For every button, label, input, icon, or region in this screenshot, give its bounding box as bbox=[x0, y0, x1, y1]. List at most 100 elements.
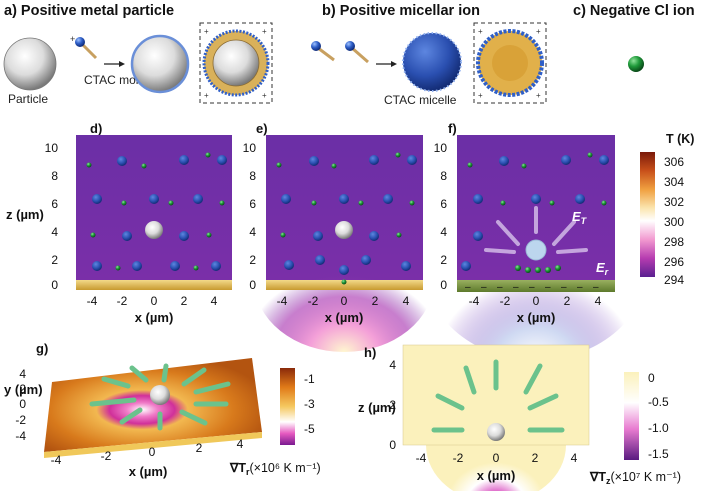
svg-text:–: – bbox=[465, 282, 471, 293]
svg-text:–: – bbox=[481, 282, 487, 293]
z-tick: 2 bbox=[440, 253, 447, 267]
y-tick: 2 bbox=[19, 382, 26, 396]
z-tick: 0 bbox=[440, 278, 447, 292]
coated-particle bbox=[130, 34, 190, 94]
panel-h-x-label: x (µm) bbox=[477, 468, 516, 483]
x-tick: 4 bbox=[595, 294, 602, 308]
y-tick: -2 bbox=[15, 413, 26, 427]
svg-text:–: – bbox=[545, 282, 551, 293]
x-tick: -4 bbox=[277, 294, 288, 308]
panel-g-y-label: y (µm) bbox=[4, 382, 43, 397]
panel-c-title: c) Negative Cl ion bbox=[573, 3, 695, 19]
micelle-detail: + + + + bbox=[473, 22, 547, 104]
svg-text:+: + bbox=[204, 27, 209, 36]
y-tick: -4 bbox=[15, 429, 26, 443]
panel-g-x-label: x (µm) bbox=[129, 464, 168, 479]
z-tick: 6 bbox=[249, 197, 256, 211]
z-tick: 8 bbox=[249, 169, 256, 183]
x-tick: -4 bbox=[51, 453, 62, 467]
bare-particle bbox=[3, 37, 57, 91]
colorbar-temperature: T (K) 306 304 302 300 298 296 294 bbox=[640, 132, 694, 287]
colorbar-t-tick: 300 bbox=[664, 215, 684, 229]
y-tick: 0 bbox=[19, 397, 26, 411]
colorbar-t-tick: 294 bbox=[664, 273, 684, 287]
x-tick: -2 bbox=[500, 294, 511, 308]
panel-h: h) z (µm) 0 2 4 -4 -2 0 2 4 x (µm) bbox=[358, 344, 590, 491]
panel-g-y-ticks: 4 2 0 -2 -4 bbox=[15, 367, 26, 443]
panel-e-label: e) bbox=[256, 121, 268, 136]
panel-d-x-ticks: -4 -2 0 2 4 bbox=[87, 294, 218, 308]
z-tick: 8 bbox=[440, 169, 447, 183]
colorbar-t-tick: 298 bbox=[664, 235, 684, 249]
panel-f: f) – – – – – – – – – bbox=[426, 121, 646, 360]
x-tick: 2 bbox=[181, 294, 188, 308]
svg-text:+: + bbox=[478, 91, 483, 100]
panel-f-z-ticks: 0 2 4 6 8 10 bbox=[434, 141, 448, 292]
x-tick: -2 bbox=[308, 294, 319, 308]
x-tick: -4 bbox=[87, 294, 98, 308]
panel-h-particle bbox=[487, 423, 505, 441]
ctac-molecule-icon-b1 bbox=[311, 41, 335, 62]
colorbar-grad-tr: -1 -3 -5 ∇Tr(×10⁶ K m⁻¹) bbox=[229, 368, 321, 477]
colorbar-h-tick: 0 bbox=[648, 371, 655, 385]
panel-g-surface bbox=[44, 358, 262, 452]
ctac-molecule-icon: + bbox=[70, 34, 98, 60]
panel-h-z-label: z (µm) bbox=[358, 400, 396, 415]
panel-d-label: d) bbox=[90, 121, 102, 136]
colorbar-h-tick: -1.0 bbox=[648, 421, 669, 435]
colorbar-t-tick: 306 bbox=[664, 155, 684, 169]
x-tick: 2 bbox=[372, 294, 379, 308]
svg-text:+: + bbox=[262, 27, 267, 36]
panel-f-substrate-minus: – – – – – – – – – bbox=[465, 282, 599, 293]
panel-e: e) bbox=[243, 121, 434, 352]
panel-d-particle bbox=[145, 221, 163, 239]
panel-h-x-ticks: -4 -2 0 2 4 bbox=[416, 451, 578, 465]
z-tick: 2 bbox=[249, 253, 256, 267]
x-tick: 4 bbox=[403, 294, 410, 308]
panel-f-particle bbox=[525, 239, 547, 261]
panel-e-particle bbox=[335, 221, 353, 239]
x-tick: 0 bbox=[533, 294, 540, 308]
colorbar-g-title: ∇Tr(×10⁶ K m⁻¹) bbox=[229, 461, 321, 477]
colorbar-grad-tz: 0 -0.5 -1.0 -1.5 ∇Tz(×10⁷ K m⁻¹) bbox=[589, 371, 681, 486]
z-tick: 0 bbox=[389, 438, 396, 452]
panel-f-x-label: x (µm) bbox=[517, 310, 556, 325]
ctac-molecule-icon-b2 bbox=[345, 41, 369, 64]
x-tick: -4 bbox=[416, 451, 427, 465]
colorbar-g-tick: -1 bbox=[304, 372, 315, 386]
panel-f-cl-ions bbox=[467, 152, 607, 273]
panel-d-plot-area bbox=[76, 135, 232, 280]
field-et-label: ET bbox=[572, 209, 588, 226]
x-tick: 4 bbox=[571, 451, 578, 465]
colorbar-h-tick: -0.5 bbox=[648, 395, 669, 409]
svg-text:+: + bbox=[536, 91, 541, 100]
z-tick: 2 bbox=[389, 398, 396, 412]
svg-text:–: – bbox=[529, 282, 535, 293]
panel-a-title: a) Positive metal particle bbox=[4, 3, 174, 19]
x-tick: -2 bbox=[117, 294, 128, 308]
panel-d-z-label: z (µm) bbox=[6, 207, 44, 222]
panel-g-label: g) bbox=[36, 341, 48, 356]
z-tick: 4 bbox=[249, 225, 256, 239]
svg-text:+: + bbox=[70, 34, 75, 44]
svg-text:+: + bbox=[478, 27, 483, 36]
coated-particle-detail: + + + + bbox=[199, 22, 273, 104]
colorbar-t-tick: 302 bbox=[664, 195, 684, 209]
svg-text:–: – bbox=[513, 282, 519, 293]
svg-text:–: – bbox=[593, 282, 599, 293]
panel-d-micelles bbox=[92, 155, 227, 271]
panel-d: d) bbox=[6, 121, 232, 325]
z-tick: 0 bbox=[249, 278, 256, 292]
colorbar-h-bar bbox=[624, 372, 639, 460]
panel-g-x-ticks: -4 -2 0 2 4 bbox=[51, 437, 244, 467]
cl-ion-icon bbox=[628, 56, 644, 72]
panel-f-label: f) bbox=[448, 121, 457, 136]
x-tick: 0 bbox=[149, 445, 156, 459]
particle-label: Particle bbox=[8, 92, 48, 106]
ctac-micelle bbox=[402, 32, 462, 92]
x-tick: 2 bbox=[532, 451, 539, 465]
svg-text:+: + bbox=[262, 91, 267, 100]
colorbar-g-bar bbox=[280, 368, 295, 445]
colorbar-t-bar bbox=[640, 152, 655, 277]
